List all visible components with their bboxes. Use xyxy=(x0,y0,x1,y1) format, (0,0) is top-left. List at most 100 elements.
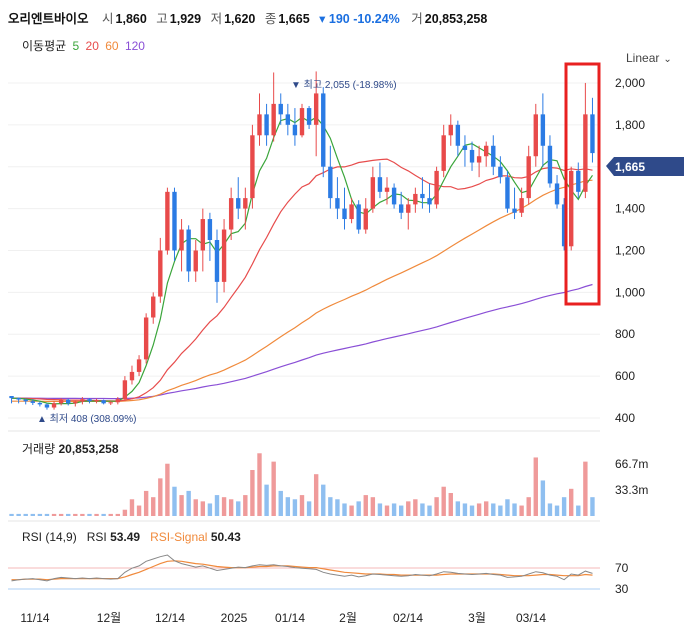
candle-body xyxy=(491,145,496,167)
x-tick-label: 11/14 xyxy=(20,611,49,625)
rsi-panel-title: RSI (14,9) RSI 53.49 RSI-Signal 50.43 xyxy=(22,530,241,544)
x-tick-label: 2025 xyxy=(221,611,248,625)
candle-body xyxy=(271,103,276,136)
candle-body xyxy=(44,404,50,408)
candle-body xyxy=(257,114,262,136)
candle-body xyxy=(483,145,489,157)
candle-body xyxy=(342,208,347,220)
volume-bar xyxy=(321,484,326,516)
volume-bar xyxy=(271,461,276,516)
candle-body xyxy=(37,402,43,405)
open-label: 시 xyxy=(102,12,114,26)
current-price-label: 1,665 xyxy=(615,160,645,174)
volume-bar xyxy=(23,513,28,516)
volume-bar xyxy=(590,497,595,516)
volume-bar xyxy=(44,513,50,516)
volume-bar xyxy=(221,497,227,516)
open-value: 1,860 xyxy=(115,12,147,26)
candle-body xyxy=(391,187,397,205)
candle-body xyxy=(519,198,524,213)
volume-bar xyxy=(434,497,439,516)
volume-bar xyxy=(363,495,368,516)
candle-body xyxy=(143,317,149,360)
x-tick-label: 2월 xyxy=(339,611,357,625)
candle-body xyxy=(151,296,156,318)
candle-body xyxy=(328,166,333,199)
volume-panel-value: 20,853,258 xyxy=(58,442,119,456)
candle-body xyxy=(406,204,411,213)
price-tick-label: 1,400 xyxy=(615,202,645,216)
candle-body xyxy=(306,108,312,125)
candle-body xyxy=(569,170,574,247)
candle-body xyxy=(349,204,354,220)
volume-bar xyxy=(30,513,35,516)
volume-bar xyxy=(498,505,503,516)
candle-body xyxy=(30,401,35,403)
volume-bar xyxy=(257,453,262,516)
volume-bar xyxy=(554,505,560,516)
volume-bar xyxy=(342,503,347,516)
volume-bar xyxy=(512,503,517,516)
rsi-signal-label: RSI-Signal xyxy=(150,530,208,544)
rsi-level-70-label: 70 xyxy=(615,561,629,575)
x-tick-label: 02/14 xyxy=(393,611,423,625)
volume-bar xyxy=(143,490,149,516)
candle-body xyxy=(186,229,191,272)
scale-mode-label: Linear xyxy=(626,51,660,65)
candle-body xyxy=(51,403,57,408)
stock-name: 오리엔트바이오 xyxy=(8,12,89,26)
volume-bar xyxy=(122,509,128,516)
volume-bar xyxy=(66,513,71,516)
volume-bar xyxy=(349,505,354,516)
candle-body xyxy=(554,183,560,205)
candle-body xyxy=(448,124,453,136)
x-tick-label: 3월 xyxy=(468,611,486,625)
candle-body xyxy=(165,191,170,251)
volume-bar xyxy=(73,513,78,516)
high-label: 고 xyxy=(156,12,168,26)
candle-body xyxy=(434,170,439,205)
volume-bar xyxy=(476,503,482,516)
ma60-line xyxy=(11,179,593,402)
volume-bar xyxy=(58,513,64,516)
candle-body xyxy=(356,204,361,230)
ma-legend[interactable]: 이동평균 5 20 60 120 xyxy=(22,37,148,54)
volume-bar xyxy=(547,503,553,516)
highlight-box xyxy=(564,62,601,306)
candle-body xyxy=(370,177,376,209)
volume-bar xyxy=(469,505,475,516)
volume-bar xyxy=(16,513,21,516)
candle-body xyxy=(122,380,128,400)
price-tick-label: 2,000 xyxy=(615,76,645,90)
candle-body xyxy=(533,114,538,157)
volume-panel-title: 거래량 20,853,258 xyxy=(22,440,119,457)
chevron-down-icon: ⌄ xyxy=(663,54,672,65)
candle-body xyxy=(292,124,298,136)
ma120-line xyxy=(11,283,593,400)
candle-body xyxy=(172,191,177,251)
candle-body xyxy=(80,399,85,402)
volume-bar xyxy=(561,497,567,516)
volume-bar xyxy=(264,484,269,516)
x-tick-label: 01/14 xyxy=(275,611,305,625)
candle-body xyxy=(108,402,113,404)
candle-body xyxy=(136,359,142,372)
candle-body xyxy=(540,114,546,146)
rsi-signal-value: 50.43 xyxy=(210,530,241,544)
volume-bar xyxy=(193,499,198,516)
volume-bar xyxy=(94,513,99,516)
candle-body xyxy=(200,219,206,251)
volume-bar xyxy=(186,490,191,516)
high-annotation: ▼ 최고 2,055 (-18.98%) xyxy=(291,79,397,91)
scale-mode-dropdown[interactable]: Linear ⌄ xyxy=(626,51,672,65)
candle-body xyxy=(158,250,163,297)
high-value: 1,929 xyxy=(169,12,202,26)
candle-body xyxy=(476,156,482,163)
ma60-label: 60 xyxy=(105,39,119,53)
candle-body xyxy=(228,198,234,230)
volume-bar xyxy=(413,499,418,516)
volume-bar xyxy=(370,497,376,516)
volume-bar xyxy=(406,501,411,516)
volume-label: 거 xyxy=(411,12,423,26)
